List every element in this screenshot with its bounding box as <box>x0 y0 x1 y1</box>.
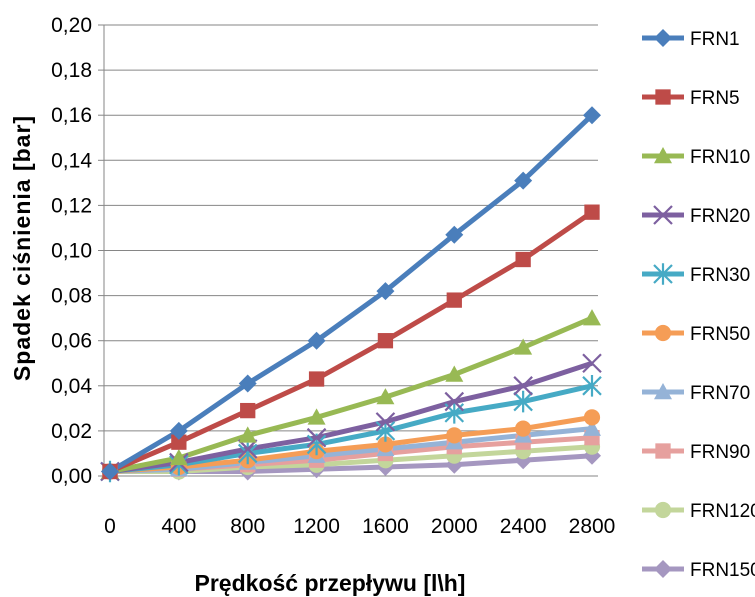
data-point-frn10 <box>169 448 188 466</box>
legend-marker-frn120 <box>654 501 672 519</box>
y-tick-label: 0,04 <box>51 375 92 398</box>
legend-label-frn70: FRN70 <box>690 383 750 404</box>
data-point-frn1 <box>514 171 533 190</box>
y-tick-label: 0,10 <box>51 240 92 263</box>
legend-label-frn120: FRN120 <box>690 501 755 522</box>
data-point-frn10 <box>307 408 326 425</box>
data-point-frn70 <box>583 419 601 436</box>
y-tick-label: 0,06 <box>51 330 92 353</box>
data-point-frn30 <box>237 442 258 465</box>
series-line-frn1 <box>108 113 594 474</box>
legend-marker-frn50 <box>654 324 672 342</box>
y-tick-label: 0,12 <box>51 194 92 217</box>
data-point-frn50 <box>446 427 463 444</box>
y-tick-label: 0,18 <box>51 59 92 82</box>
data-point-frn5 <box>377 333 394 349</box>
data-point-frn1 <box>238 374 257 393</box>
legend-label-frn50: FRN50 <box>690 324 750 345</box>
y-tick-label: 0,16 <box>51 104 92 127</box>
legend-marker-frn30 <box>653 263 673 285</box>
data-point-frn1 <box>307 331 326 350</box>
data-point-frn50 <box>377 436 394 453</box>
data-point-frn5 <box>446 292 462 308</box>
legend-label-frn10: FRN10 <box>690 147 750 168</box>
data-point-frn1 <box>445 225 464 244</box>
series-line-frn5 <box>109 210 594 474</box>
data-point-frn50 <box>515 420 532 437</box>
data-point-frn10 <box>583 309 601 326</box>
data-point-frn1 <box>376 282 395 301</box>
data-point-frn10 <box>445 365 464 382</box>
series-line-frn30 <box>109 383 593 474</box>
legend-marker-frn150 <box>654 560 672 578</box>
series-lines <box>108 113 594 474</box>
y-tick-label: 0,14 <box>51 149 92 172</box>
legend-marker-frn20 <box>653 205 673 225</box>
data-point-frn1 <box>101 462 119 481</box>
legend-label-frn20: FRN20 <box>690 206 750 227</box>
y-axis-title: Spadek ciśnienia [bar] <box>9 115 35 381</box>
series-markers <box>100 106 602 483</box>
data-point-frn20 <box>237 439 258 459</box>
x-tick-label: 0 <box>104 515 116 538</box>
x-axis-ticks: 0 400 800 1200 1600 2000 2400 2800 <box>104 515 615 538</box>
legend-label-frn150: FRN150 <box>690 560 755 581</box>
legend-label-frn5: FRN5 <box>690 88 740 109</box>
data-point-frn50 <box>583 409 601 426</box>
data-point-frn20 <box>513 376 533 396</box>
x-tick-label: 2000 <box>431 515 478 538</box>
legend-marker-frn5 <box>655 89 671 105</box>
legend-marker-frn70 <box>654 383 672 400</box>
data-point-frn5 <box>584 204 600 220</box>
x-tick-label: 2400 <box>500 515 547 538</box>
data-point-frn5 <box>515 251 531 268</box>
data-point-frn10 <box>514 338 533 355</box>
x-tick-label: 1200 <box>293 515 340 538</box>
legend: FRN1 FRN5 FRN10 FRN20 FRN30 FRN50 FRN70 FRN90 FR… <box>642 29 755 581</box>
data-point-frn20 <box>444 391 465 412</box>
x-tick-label: 2800 <box>569 515 616 538</box>
data-point-frn1 <box>583 106 601 125</box>
y-tick-label: 0,00 <box>51 465 92 488</box>
legend-marker-frn90 <box>655 443 671 459</box>
series-line-frn10 <box>109 315 593 474</box>
y-tick-label: 0,08 <box>51 285 92 308</box>
legend-label-frn1: FRN1 <box>690 29 740 50</box>
data-point-frn30 <box>375 420 396 442</box>
data-point-frn20 <box>306 427 327 448</box>
data-point-frn30 <box>582 375 602 397</box>
x-tick-label: 1600 <box>362 515 409 538</box>
y-tick-label: 0,02 <box>51 420 92 443</box>
legend-label-frn30: FRN30 <box>690 265 750 286</box>
y-axis-ticks: 0,00 0,02 0,04 0,06 0,08 0,10 0,12 0,14 0,16 0,18… <box>51 14 92 488</box>
data-point-frn10 <box>238 426 257 443</box>
data-point-frn20 <box>375 412 396 432</box>
data-point-frn20 <box>582 353 602 374</box>
legend-marker-frn1 <box>654 29 672 47</box>
series-line-frn50 <box>109 414 593 474</box>
legend-label-frn90: FRN90 <box>690 442 750 463</box>
data-point-frn10 <box>376 388 395 405</box>
x-tick-label: 400 <box>161 515 196 538</box>
data-point-frn5 <box>171 434 187 450</box>
y-tick-label: 0,20 <box>51 14 92 37</box>
data-point-frn1 <box>169 421 188 440</box>
data-point-frn30 <box>513 390 533 413</box>
x-tick-label: 800 <box>230 515 265 538</box>
x-axis-title: Prędkość przepływu [l\h] <box>195 570 466 596</box>
series-line-frn20 <box>109 360 593 474</box>
data-point-frn5 <box>308 371 325 387</box>
data-point-frn5 <box>240 402 256 419</box>
legend-marker-frn10 <box>654 147 672 164</box>
